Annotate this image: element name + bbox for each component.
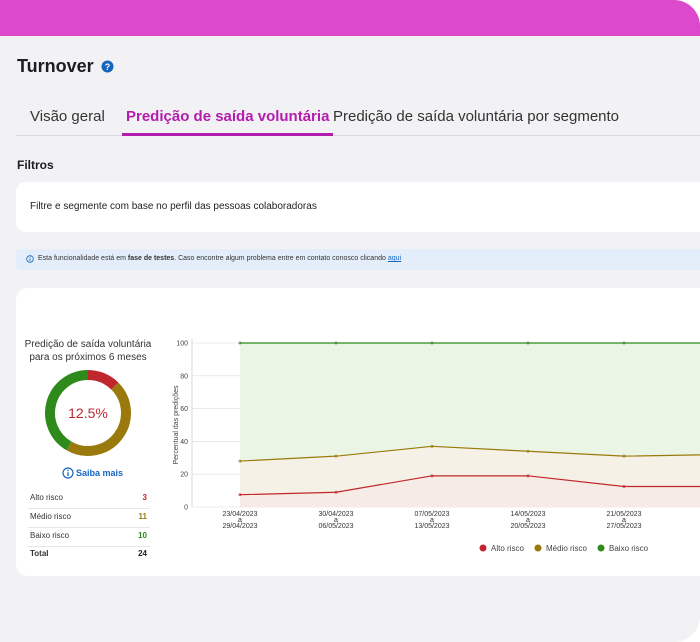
line-point bbox=[526, 474, 530, 478]
x-tick-label: 21/05/2023 a 27/05/2023 bbox=[606, 511, 641, 530]
donut-segment bbox=[87, 370, 119, 390]
donut-segment bbox=[66, 382, 131, 456]
line-series bbox=[239, 445, 700, 462]
legend-label: Alto risco bbox=[491, 544, 524, 553]
y-tick-label: 0 bbox=[184, 505, 188, 512]
saiba-mais-link[interactable]: Saiba mais bbox=[76, 468, 124, 478]
legend-label: Médio risco bbox=[546, 544, 587, 553]
line-point bbox=[238, 459, 242, 463]
active-tab-underline bbox=[122, 133, 333, 136]
x-tick-label: 23/04/2023 a 29/04/2023 bbox=[222, 511, 257, 530]
info-icon bbox=[26, 255, 34, 263]
notice-link[interactable]: aqui bbox=[387, 255, 402, 262]
notice-bar bbox=[16, 249, 700, 270]
legend-label: Baixo risco bbox=[609, 544, 649, 553]
tab[interactable]: Visão geral bbox=[30, 108, 105, 125]
line-series bbox=[239, 475, 700, 496]
notice-middle: . Caso encontre algum problema entre em … bbox=[174, 255, 388, 262]
summary-row: Médio risco 11 bbox=[30, 512, 147, 530]
x-tick-label: 07/05/2023 a 13/05/2023 bbox=[414, 511, 449, 530]
line-point bbox=[526, 341, 530, 345]
page-title: Turnover bbox=[17, 56, 94, 76]
line-point bbox=[526, 449, 530, 453]
y-tick-label: 60 bbox=[180, 406, 188, 413]
row-value: 11 bbox=[138, 512, 147, 521]
row-name: Baixo risco bbox=[30, 531, 70, 540]
filters-card[interactable] bbox=[16, 182, 700, 232]
total-name: Total bbox=[30, 549, 49, 558]
row-name: Alto risco bbox=[30, 493, 63, 502]
row-value: 10 bbox=[138, 531, 147, 540]
line-point bbox=[334, 341, 338, 345]
tab[interactable]: Predição de saída voluntária por segment… bbox=[333, 108, 620, 125]
info-icon[interactable] bbox=[62, 467, 74, 479]
y-tick-label: 80 bbox=[180, 373, 188, 380]
y-tick-label: 40 bbox=[180, 439, 188, 446]
y-tick-label: 100 bbox=[176, 341, 188, 348]
line-point bbox=[238, 341, 242, 345]
top-bar bbox=[0, 0, 700, 36]
summary-title: Predição de saída voluntária para os pró… bbox=[24, 339, 152, 363]
line-point bbox=[334, 490, 338, 494]
notice-bold: fase de testes bbox=[127, 255, 175, 262]
filters-text: Filtre e segmente com base no perfil das… bbox=[30, 201, 317, 212]
row-separator bbox=[28, 527, 150, 528]
area-fill bbox=[240, 475, 700, 507]
row-separator bbox=[28, 508, 150, 509]
y-axis-label: Percentual das predições bbox=[173, 385, 180, 464]
line-point bbox=[238, 493, 242, 497]
row-separator bbox=[28, 546, 150, 547]
donut-center-label: 12.5% bbox=[68, 405, 108, 421]
line-point bbox=[334, 454, 338, 458]
total-value: 24 bbox=[138, 549, 147, 558]
chart: 12.5% 0 20 40 60 80 100 Percentual das prediçõe… bbox=[45, 339, 700, 553]
line-point bbox=[622, 341, 626, 345]
line-point bbox=[430, 474, 434, 478]
line-point bbox=[430, 341, 434, 345]
legend-marker bbox=[479, 544, 487, 552]
help-icon[interactable]: ? bbox=[101, 60, 114, 73]
x-tick-label: 30/04/2023 a 06/05/2023 bbox=[318, 511, 353, 530]
x-tick-label: 14/05/2023 a 20/05/2023 bbox=[510, 511, 545, 530]
row-value: 3 bbox=[142, 493, 147, 502]
legend-marker bbox=[534, 544, 542, 552]
line-point bbox=[622, 454, 626, 458]
help-icon-text: ? bbox=[105, 62, 111, 72]
line-point bbox=[622, 485, 626, 488]
line-point bbox=[430, 444, 434, 448]
legend-marker bbox=[597, 544, 605, 552]
summary-total: Total 24 bbox=[30, 549, 147, 567]
filters-title: Filtros bbox=[17, 158, 54, 172]
y-tick-label: 20 bbox=[180, 472, 188, 479]
donut-segment bbox=[45, 370, 89, 451]
notice-text: Esta funcionalidade está em fase de test… bbox=[38, 255, 401, 262]
summary-row: Baixo risco 10 bbox=[30, 531, 147, 549]
tab[interactable]: Predição de saída voluntária bbox=[126, 108, 330, 125]
row-name: Médio risco bbox=[30, 512, 71, 521]
notice-prefix: Esta funcionalidade está em bbox=[38, 255, 128, 262]
tab-divider bbox=[16, 135, 700, 136]
summary-row: Alto risco 3 bbox=[30, 493, 147, 511]
